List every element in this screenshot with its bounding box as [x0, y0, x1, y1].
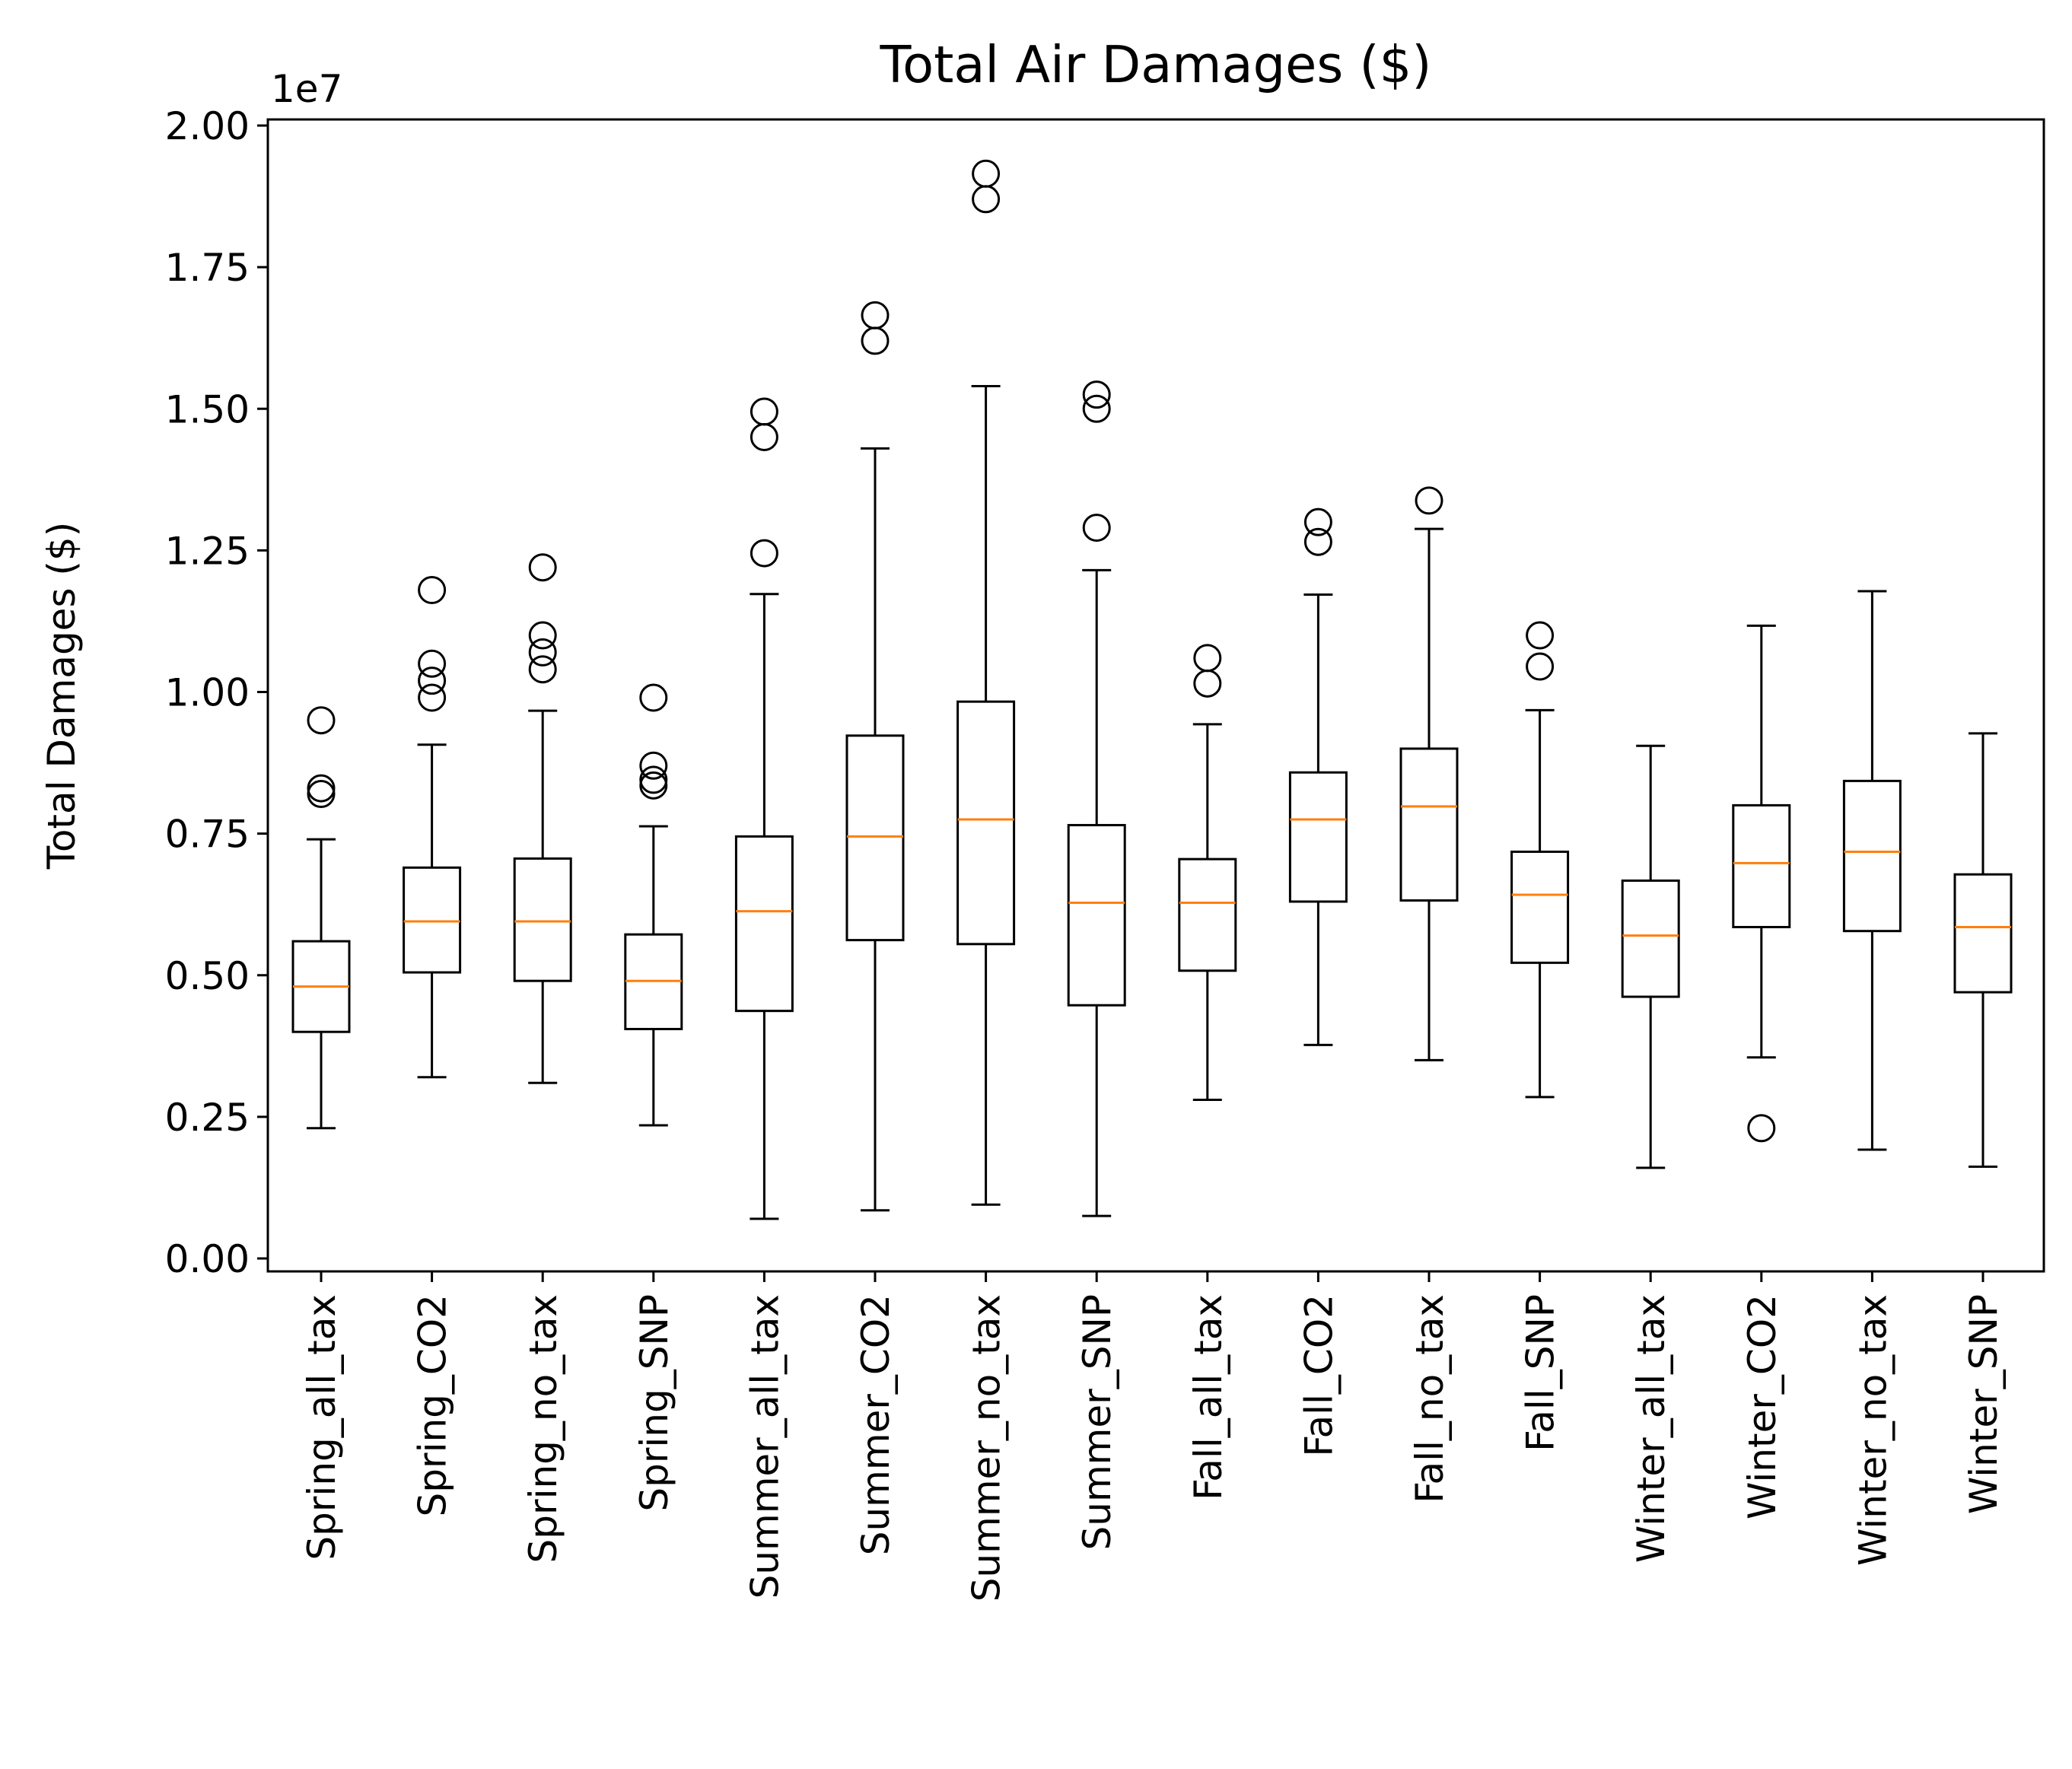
outlier-point [1747, 1114, 1776, 1143]
iqr-box [1399, 747, 1459, 902]
outlier-point [750, 539, 778, 568]
iqr-box [845, 734, 905, 942]
box-group [1510, 621, 1570, 1099]
box-group [624, 683, 683, 1127]
outlier-point [528, 655, 557, 684]
outlier-point [1082, 394, 1111, 423]
box-group [1288, 507, 1348, 1046]
box-group [403, 575, 462, 1079]
box-group [1621, 744, 1680, 1169]
y-tick-label: 0.50 [165, 954, 250, 998]
x-axis: Spring_all_tax Spring_CO2 Spring_no_tax Spr… [300, 1271, 2006, 1602]
outlier-point [307, 706, 336, 735]
outlier-point [639, 771, 668, 800]
y-tick-label: 1.75 [165, 246, 250, 290]
outlier-point [418, 667, 447, 695]
box-group [1953, 732, 2013, 1168]
outlier-point [972, 159, 1001, 188]
iqr-box [1510, 850, 1570, 964]
iqr-box [1621, 879, 1680, 998]
plot-area [291, 159, 2013, 1220]
y-offset-label: 1e7 [271, 67, 342, 111]
box-group [513, 553, 572, 1084]
outlier-point [1303, 507, 1332, 536]
y-tick-label: 0.25 [165, 1096, 250, 1140]
y-tick-label: 2.00 [165, 104, 250, 148]
outlier-point [1193, 644, 1222, 673]
iqr-box [1953, 873, 2013, 994]
outlier-point [1526, 621, 1555, 650]
outlier-point [418, 683, 447, 712]
box-group [956, 159, 1016, 1206]
box-group [291, 706, 351, 1130]
x-tick-label: Fall_no_tax [1408, 1294, 1452, 1503]
x-tick-label: Spring_SNP [632, 1294, 676, 1512]
outlier-point [639, 765, 668, 794]
x-tick-label: Summer_no_tax [965, 1294, 1009, 1602]
x-tick-label: Spring_CO2 [411, 1294, 455, 1516]
outlier-point [639, 751, 668, 780]
y-tick-label: 1.00 [165, 671, 250, 715]
x-tick-label: Fall_CO2 [1297, 1294, 1341, 1457]
y-tick-label: 1.25 [165, 529, 250, 573]
box-group [734, 397, 794, 1220]
iqr-box [956, 700, 1016, 946]
outlier-point [528, 638, 557, 667]
box-group [1842, 590, 1902, 1151]
x-tick-label: Winter_SNP [1962, 1294, 2006, 1514]
x-tick-label: Fall_all_tax [1186, 1294, 1230, 1500]
outlier-point [418, 649, 447, 678]
outlier-point [1415, 486, 1443, 515]
iqr-box [1067, 823, 1126, 1007]
outlier-point [307, 780, 336, 809]
iqr-box [513, 857, 572, 982]
outlier-point [639, 683, 668, 712]
iqr-box [403, 866, 462, 974]
axes-frame [266, 118, 2045, 1273]
box-group [1067, 380, 1126, 1217]
outlier-point [307, 774, 336, 803]
y-tick-label: 0.75 [165, 813, 250, 857]
iqr-box [1842, 779, 1902, 933]
outlier-point [1082, 380, 1111, 409]
x-tick-label: Winter_all_tax [1629, 1294, 1673, 1563]
chart-title: Total Air Damages ($) [880, 35, 1432, 94]
outlier-point [528, 553, 557, 582]
outlier-point [1082, 514, 1111, 542]
outlier-point [418, 575, 447, 604]
y-axis: 0.00 0.25 0.50 0.75 1.00 1.25 1.50 1.75 2.00 [165, 104, 268, 1281]
x-tick-label: Fall_SNP [1519, 1294, 1563, 1452]
x-tick-label: Spring_all_tax [300, 1294, 344, 1561]
y-tick-label: 0.00 [165, 1237, 250, 1281]
x-tick-label: Winter_CO2 [1740, 1294, 1784, 1519]
iqr-box [734, 835, 794, 1013]
box-group [1178, 644, 1237, 1102]
x-tick-label: Summer_SNP [1075, 1294, 1119, 1550]
x-tick-label: Winter_no_tax [1851, 1294, 1895, 1566]
iqr-box [1178, 857, 1237, 972]
outlier-point [1526, 652, 1555, 681]
y-axis-label: Total Damages ($) [40, 522, 84, 870]
box-group [1399, 486, 1459, 1061]
iqr-box [1288, 771, 1348, 903]
y-tick-label: 1.50 [165, 387, 250, 431]
box-group [1732, 624, 1791, 1143]
x-tick-label: Summer_all_tax [743, 1294, 787, 1599]
x-tick-label: Summer_CO2 [854, 1294, 898, 1555]
iqr-box [1732, 803, 1791, 928]
outlier-point [861, 301, 890, 329]
outlier-point [528, 621, 557, 650]
box-group [845, 301, 905, 1212]
x-tick-label: Spring_no_tax [521, 1294, 565, 1563]
outlier-point [750, 397, 778, 426]
outlier-point [1303, 527, 1332, 556]
